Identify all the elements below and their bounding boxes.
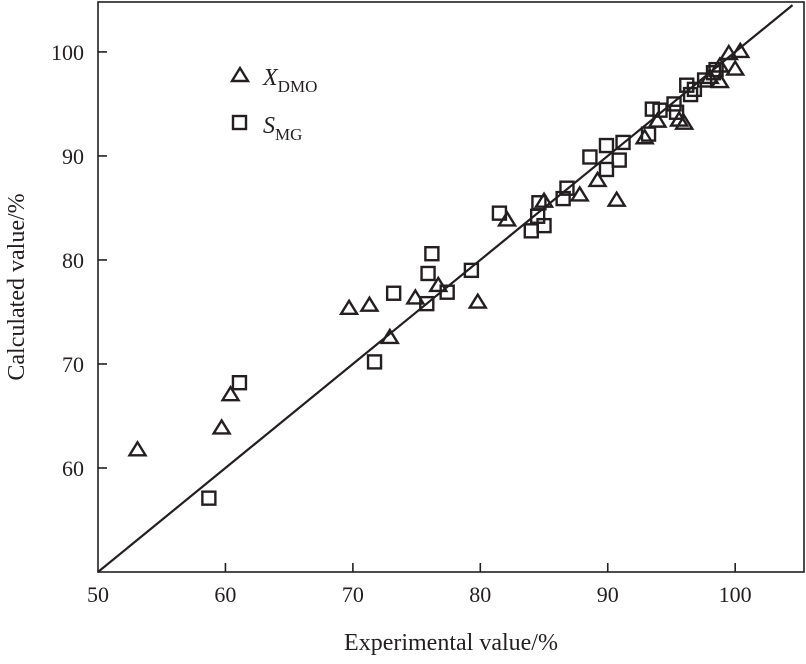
legend: XDMO SMG	[229, 65, 317, 144]
x-tick-label: 90	[597, 582, 619, 607]
y-tick-label: 100	[51, 40, 84, 65]
point-smg	[536, 217, 552, 234]
x-tick-label: 70	[342, 582, 364, 607]
data-points	[127, 41, 751, 506]
point-smg	[708, 61, 724, 78]
legend-label-xdmo: XDMO	[262, 65, 317, 96]
x-tick-label: 60	[214, 582, 236, 607]
axis-ticks: 50 60 70 80 90 100 60 70 80 90 100	[51, 40, 752, 607]
x-tick-label: 100	[719, 582, 752, 607]
plot-frame	[97, 1, 805, 573]
point-smg	[523, 223, 539, 239]
point-xdmo	[634, 127, 655, 145]
point-xdmo	[725, 59, 746, 76]
legend-main-smg: S	[263, 113, 275, 139]
point-xdmo	[338, 298, 360, 316]
point-smg	[598, 137, 615, 154]
point-smg	[419, 295, 435, 312]
y-tick-label: 90	[62, 144, 84, 169]
y-tick-label: 70	[62, 352, 84, 377]
legend-sub-smg: MG	[275, 125, 302, 144]
point-smg	[559, 180, 575, 196]
legend-square-marker	[231, 114, 248, 131]
point-smg	[366, 354, 383, 370]
point-xdmo	[359, 295, 380, 312]
point-smg	[640, 126, 657, 142]
point-xdmo	[587, 170, 608, 188]
x-axis-title: Experimental value/%	[344, 630, 558, 656]
point-smg	[582, 149, 598, 165]
x-tick-label: 50	[87, 582, 109, 607]
point-xdmo	[709, 71, 731, 89]
legend-label-smg: SMG	[263, 113, 302, 144]
point-xdmo	[674, 113, 695, 130]
point-xdmo	[730, 41, 751, 59]
point-smg	[385, 285, 402, 301]
point-smg	[666, 96, 682, 112]
point-smg	[463, 262, 480, 279]
point-smg	[201, 490, 217, 506]
point-smg	[420, 265, 436, 282]
y-tick-label: 80	[62, 248, 84, 273]
point-smg	[705, 65, 722, 81]
point-smg	[682, 86, 699, 103]
point-xdmo	[127, 440, 148, 457]
point-xdmo	[718, 43, 739, 61]
point-xdmo	[606, 190, 627, 207]
point-xdmo	[533, 191, 555, 208]
y-axis-title: Calculated value/%	[4, 193, 30, 380]
point-smg	[615, 134, 631, 151]
point-xdmo	[428, 275, 449, 293]
point-smg	[598, 161, 615, 178]
legend-sub-xdmo: DMO	[278, 77, 318, 96]
point-xdmo	[211, 418, 232, 435]
point-xdmo	[647, 111, 668, 128]
point-xdmo	[379, 327, 400, 345]
point-smg	[611, 152, 627, 168]
point-xdmo	[467, 292, 488, 309]
legend-main-xdmo: X	[262, 65, 279, 91]
legend-triangle-marker	[229, 65, 251, 83]
y-tick-label: 60	[62, 456, 84, 481]
point-smg	[491, 205, 508, 221]
point-xdmo	[569, 185, 590, 202]
point-xdmo	[220, 384, 241, 402]
point-smg	[668, 104, 685, 120]
point-smg	[424, 246, 440, 262]
point-smg	[231, 374, 248, 391]
point-smg	[439, 284, 455, 300]
x-tick-label: 80	[469, 582, 491, 607]
point-smg	[555, 190, 571, 207]
point-smg	[686, 81, 703, 98]
